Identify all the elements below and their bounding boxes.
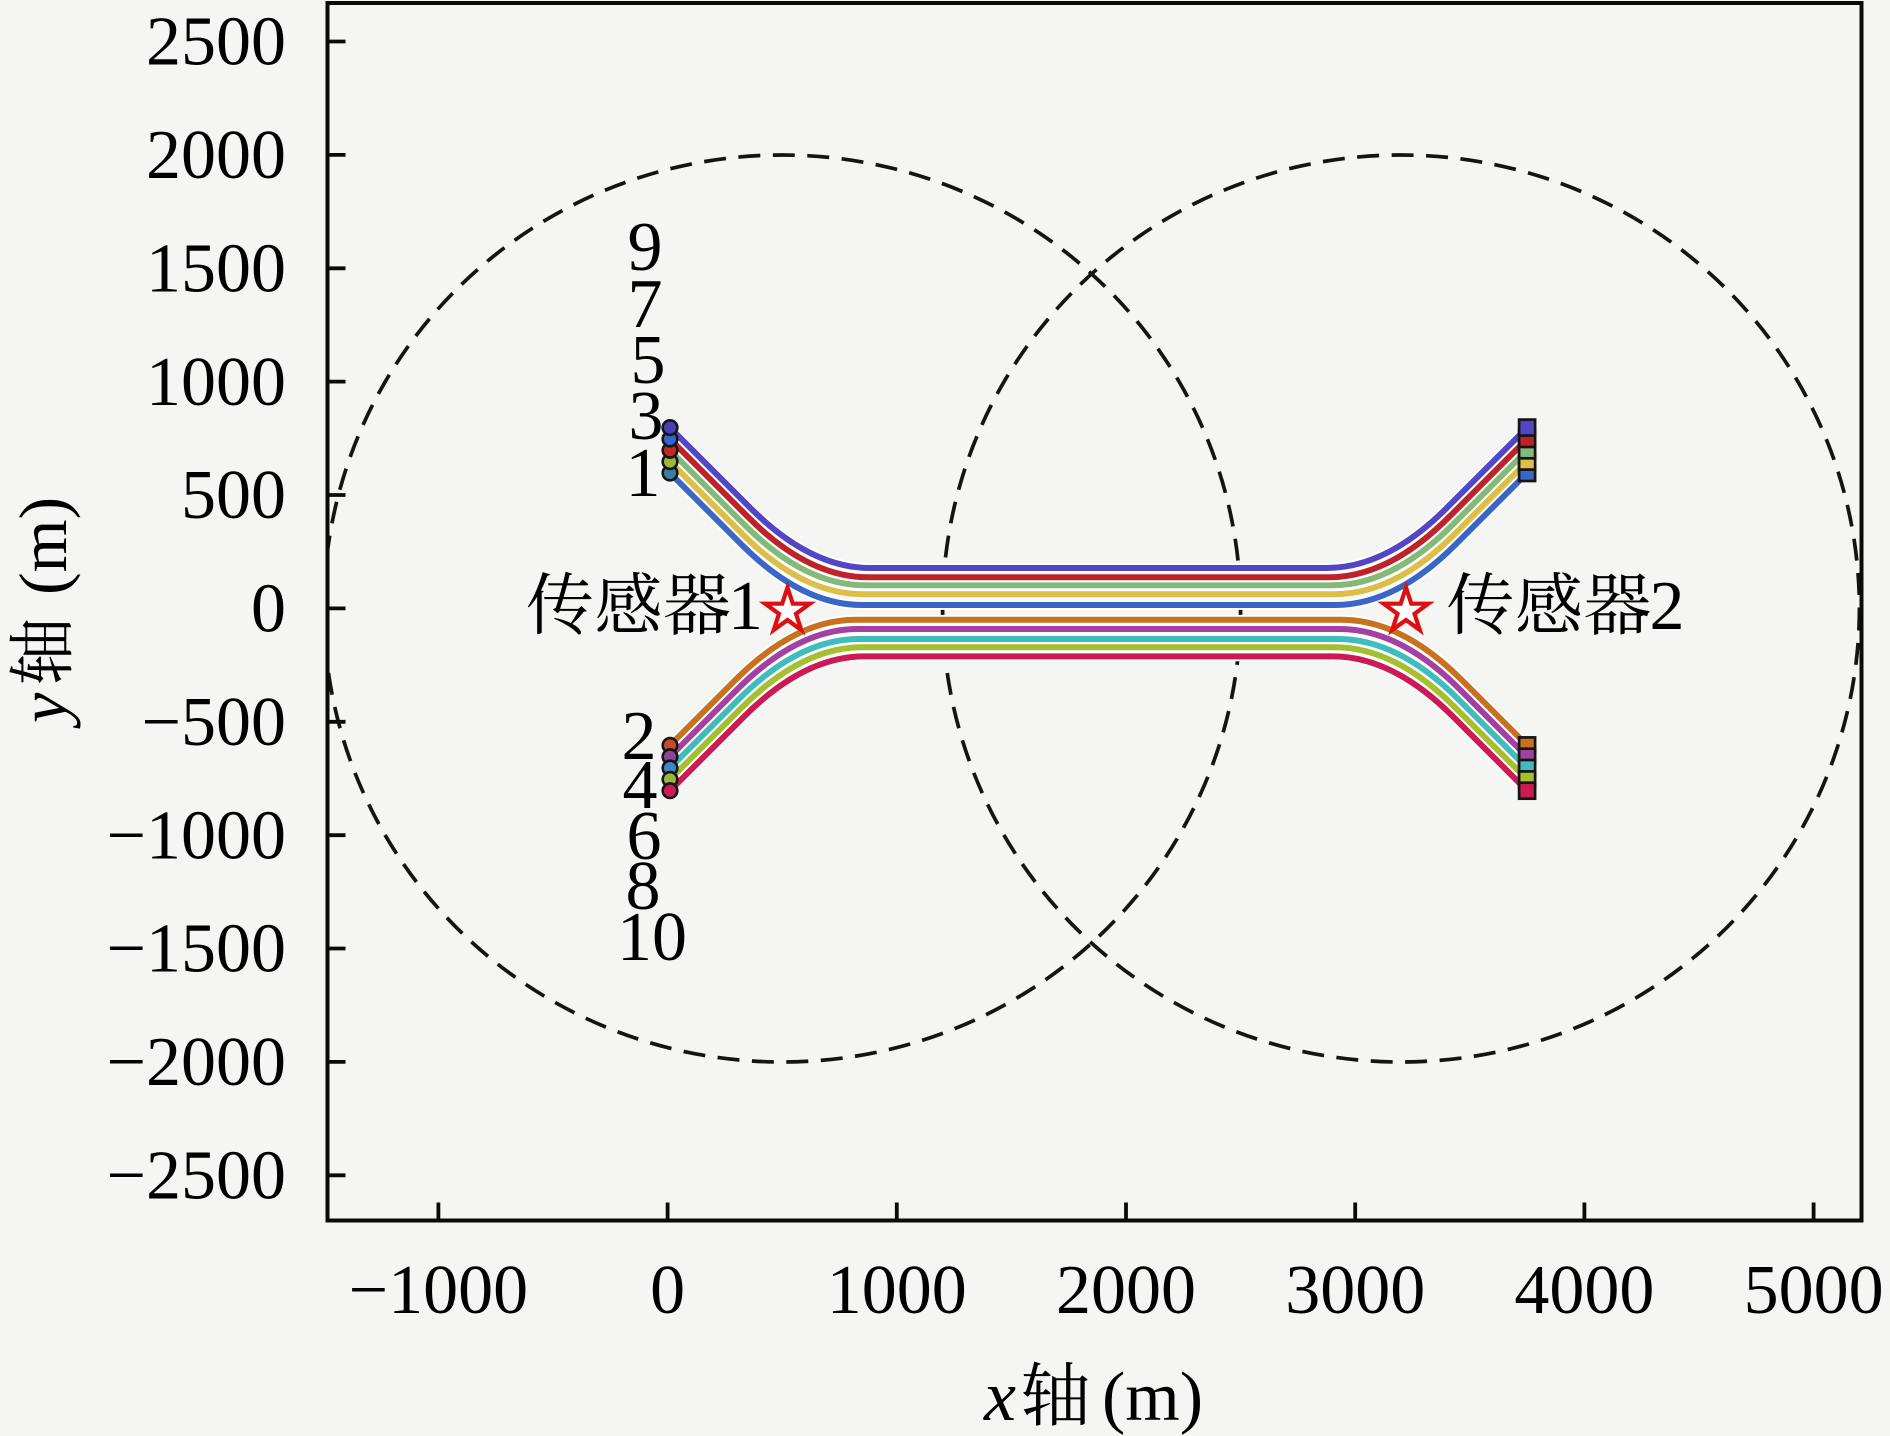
svg-text:−2500: −2500 [107,1138,286,1215]
svg-text:−500: −500 [142,684,286,761]
svg-text:2000: 2000 [1056,1252,1196,1329]
svg-text:−1000: −1000 [349,1252,528,1329]
svg-text:4: 4 [623,747,658,824]
svg-text:2000: 2000 [146,117,286,194]
svg-text:3: 3 [629,378,664,455]
svg-text:(m): (m) [5,497,81,595]
svg-text:0: 0 [251,571,286,648]
svg-text:1000: 1000 [827,1252,967,1329]
svg-text:2500: 2500 [146,4,286,81]
svg-text:1500: 1500 [146,231,286,308]
svg-text:5: 5 [631,322,666,399]
svg-text:8: 8 [626,848,661,925]
svg-text:1: 1 [626,435,661,512]
svg-text:9: 9 [628,209,663,286]
svg-text:−2000: −2000 [107,1024,286,1101]
svg-text:7: 7 [628,266,663,343]
svg-text:4000: 4000 [1514,1252,1654,1329]
svg-text:1: 1 [728,568,763,645]
svg-text:y: y [5,692,81,729]
svg-text:2: 2 [1650,568,1685,645]
svg-text:500: 500 [181,457,286,534]
svg-text:6: 6 [627,798,662,875]
svg-text:3000: 3000 [1285,1252,1425,1329]
svg-text:2: 2 [622,698,657,775]
svg-text:(m): (m) [1102,1359,1203,1436]
svg-text:5000: 5000 [1744,1252,1884,1329]
svg-text:−1000: −1000 [107,797,286,874]
svg-text:10: 10 [617,899,687,976]
svg-text:x: x [983,1356,1016,1436]
svg-text:1000: 1000 [146,344,286,421]
svg-text:−1500: −1500 [107,911,286,988]
svg-text:0: 0 [650,1252,685,1329]
